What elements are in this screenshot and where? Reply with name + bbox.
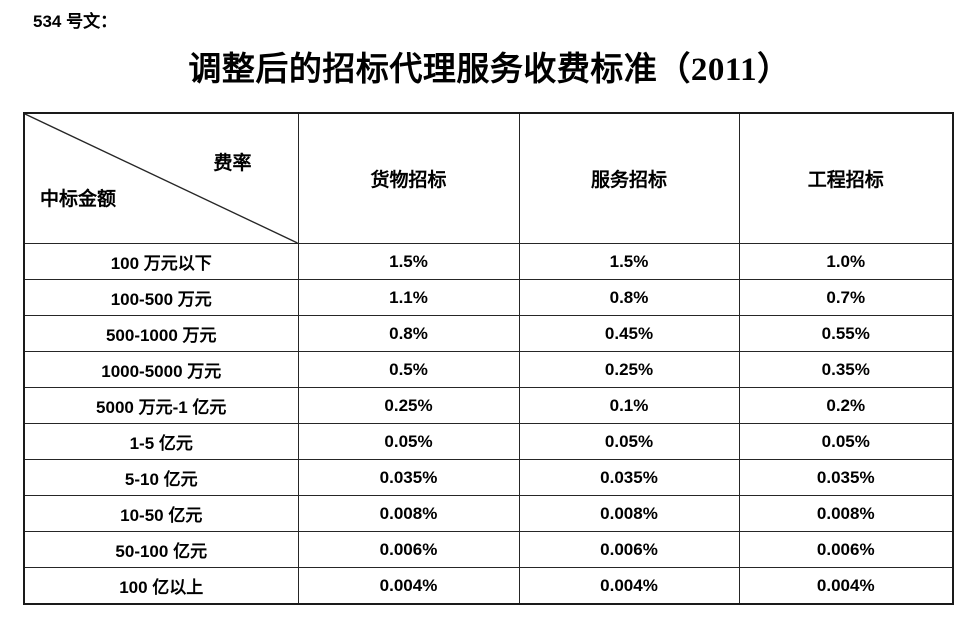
service-rate-cell: 0.035% [518, 459, 740, 496]
goods-rate-cell: 0.05% [297, 423, 520, 460]
amount-cell: 50-100 亿元 [23, 531, 299, 568]
column-header-engineering: 工程招标 [738, 112, 954, 244]
corner-header-cell: 费率 中标金额 [23, 112, 299, 244]
service-rate-cell: 0.1% [518, 387, 740, 424]
table-row: 50-100 亿元 0.006% 0.006% 0.006% [23, 531, 954, 568]
corner-label-rate: 费率 [213, 153, 252, 174]
engineering-rate-cell: 0.55% [738, 315, 954, 352]
service-rate-cell: 0.45% [518, 315, 740, 352]
engineering-rate-cell: 0.006% [738, 531, 954, 568]
engineering-rate-cell: 0.35% [738, 351, 954, 388]
table-row: 5-10 亿元 0.035% 0.035% 0.035% [23, 459, 954, 496]
amount-cell: 5-10 亿元 [23, 459, 299, 496]
table-row: 10-50 亿元 0.008% 0.008% 0.008% [23, 495, 954, 532]
service-rate-cell: 0.8% [518, 279, 740, 316]
table-row: 100-500 万元 1.1% 0.8% 0.7% [23, 279, 954, 316]
engineering-rate-cell: 0.004% [738, 567, 954, 605]
goods-rate-cell: 0.8% [297, 315, 520, 352]
amount-cell: 100 亿以上 [23, 567, 299, 605]
goods-rate-cell: 0.006% [297, 531, 520, 568]
amount-cell: 100 万元以下 [23, 243, 299, 280]
engineering-rate-cell: 0.7% [738, 279, 954, 316]
service-rate-cell: 1.5% [518, 243, 740, 280]
amount-cell: 10-50 亿元 [23, 495, 299, 532]
amount-cell: 100-500 万元 [23, 279, 299, 316]
goods-rate-cell: 1.1% [297, 279, 520, 316]
table-row: 100 亿以上 0.004% 0.004% 0.004% [23, 567, 954, 605]
amount-cell: 500-1000 万元 [23, 315, 299, 352]
table-row: 1-5 亿元 0.05% 0.05% 0.05% [23, 423, 954, 460]
engineering-rate-cell: 0.035% [738, 459, 954, 496]
table-row: 5000 万元-1 亿元 0.25% 0.1% 0.2% [23, 387, 954, 424]
fee-table: 费率 中标金额 货物招标 服务招标 工程招标 100 万元以下 1.5% 1.5… [23, 112, 954, 605]
goods-rate-cell: 0.035% [297, 459, 520, 496]
corner-label-amount: 中标金额 [40, 189, 117, 210]
service-rate-cell: 0.05% [518, 423, 740, 460]
service-rate-cell: 0.006% [518, 531, 740, 568]
service-rate-cell: 0.004% [518, 567, 740, 605]
goods-rate-cell: 0.25% [297, 387, 520, 424]
service-rate-cell: 0.008% [518, 495, 740, 532]
goods-rate-cell: 0.008% [297, 495, 520, 532]
goods-rate-cell: 1.5% [297, 243, 520, 280]
amount-cell: 1000-5000 万元 [23, 351, 299, 388]
amount-cell: 5000 万元-1 亿元 [23, 387, 299, 424]
table-header-row: 费率 中标金额 货物招标 服务招标 工程招标 [23, 112, 954, 244]
service-rate-cell: 0.25% [518, 351, 740, 388]
page-title: 调整后的招标代理服务收费标准（2011） [188, 52, 791, 88]
goods-rate-cell: 0.004% [297, 567, 520, 605]
engineering-rate-cell: 0.008% [738, 495, 954, 532]
table-row: 500-1000 万元 0.8% 0.45% 0.55% [23, 315, 954, 352]
column-header-goods: 货物招标 [297, 112, 520, 244]
diagonal-divider-line [25, 114, 298, 243]
column-header-service: 服务招标 [518, 112, 740, 244]
doc-number-label: 534 号文： [33, 12, 118, 31]
table-row: 100 万元以下 1.5% 1.5% 1.0% [23, 243, 954, 280]
engineering-rate-cell: 0.2% [738, 387, 954, 424]
table-row: 1000-5000 万元 0.5% 0.25% 0.35% [23, 351, 954, 388]
engineering-rate-cell: 0.05% [738, 423, 954, 460]
goods-rate-cell: 0.5% [297, 351, 520, 388]
amount-cell: 1-5 亿元 [23, 423, 299, 460]
engineering-rate-cell: 1.0% [738, 243, 954, 280]
